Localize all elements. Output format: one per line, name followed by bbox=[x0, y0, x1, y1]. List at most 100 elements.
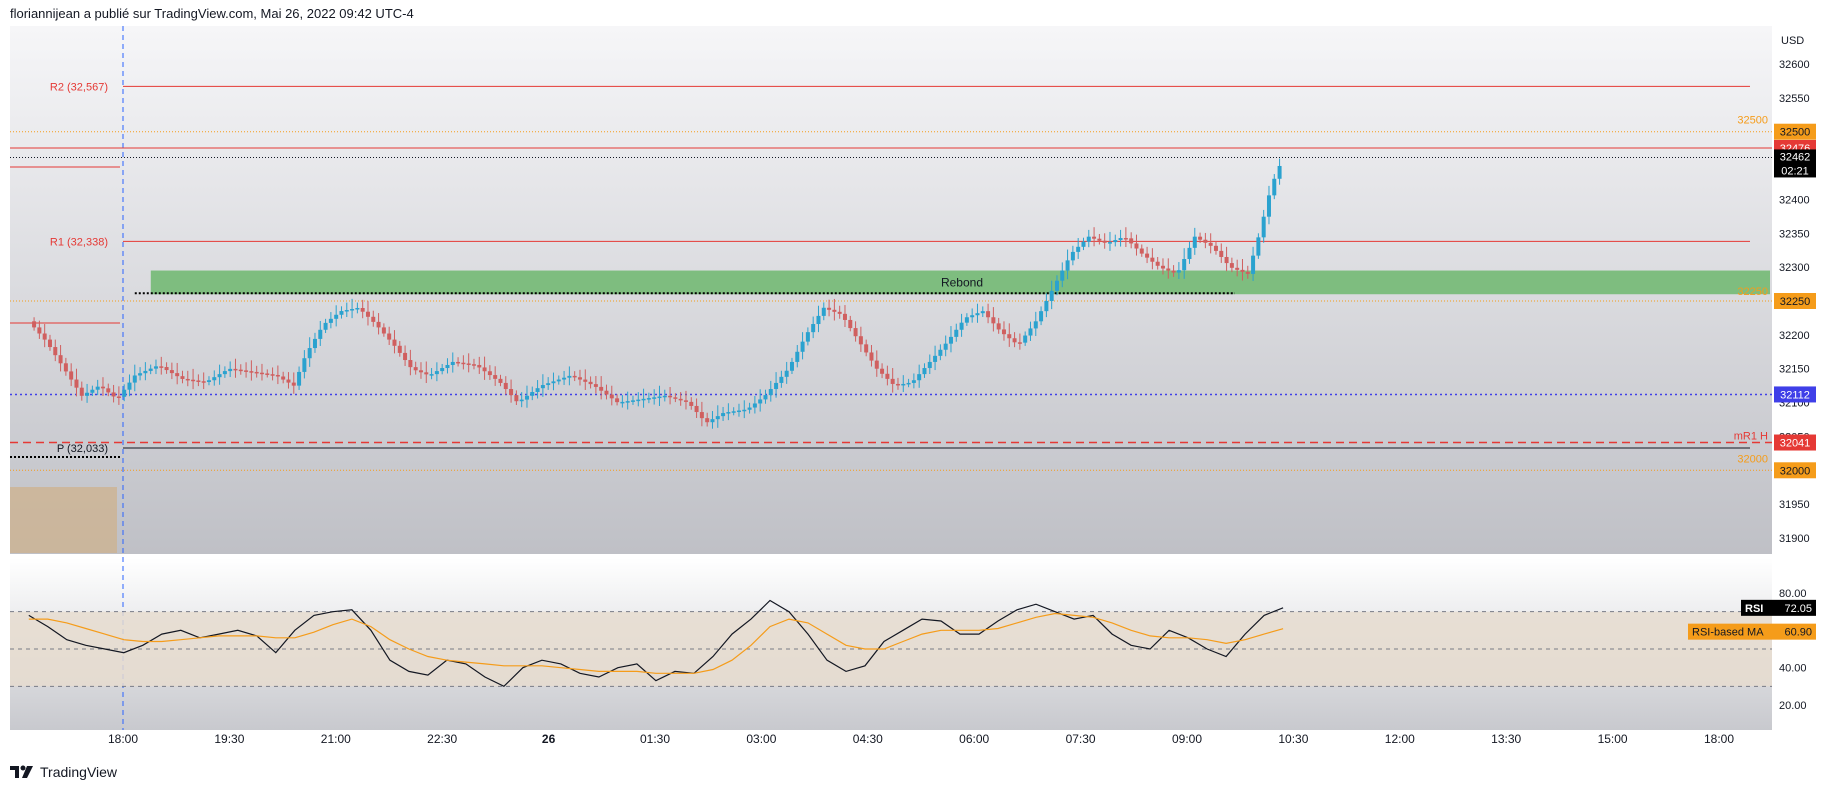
candle-body bbox=[334, 314, 339, 319]
candle-body bbox=[1001, 329, 1006, 335]
candle-body bbox=[228, 368, 233, 372]
candle-body bbox=[869, 352, 874, 361]
candle-body bbox=[779, 376, 784, 383]
candle-body bbox=[503, 382, 508, 390]
candle-body bbox=[318, 329, 323, 339]
price-axis-badge bbox=[1774, 123, 1816, 140]
candle-body bbox=[275, 374, 280, 377]
candle-body bbox=[1266, 195, 1271, 217]
candle-body bbox=[100, 386, 105, 389]
candle-body bbox=[1081, 241, 1086, 247]
candle-body bbox=[1224, 256, 1229, 264]
candle-body bbox=[1272, 178, 1277, 196]
candle-body bbox=[132, 375, 137, 383]
candle-body bbox=[736, 410, 741, 413]
candle-body bbox=[848, 319, 853, 329]
candle-body bbox=[1219, 250, 1224, 257]
price-axis-tick: 32300 bbox=[1779, 262, 1810, 274]
price-axis-tick: 32600 bbox=[1779, 59, 1810, 71]
time-axis-tick: 15:00 bbox=[1598, 732, 1628, 746]
candle-body bbox=[519, 399, 524, 402]
candle-body bbox=[641, 398, 646, 401]
candle-body bbox=[159, 366, 164, 368]
candle-body bbox=[986, 311, 991, 318]
candle-body bbox=[307, 348, 312, 359]
candle-body bbox=[646, 398, 651, 400]
candle-body bbox=[1160, 265, 1165, 269]
rebond-zone[interactable] bbox=[150, 270, 1770, 295]
candle-body bbox=[535, 388, 540, 392]
candle-body bbox=[217, 374, 222, 378]
time-axis-tick: 09:00 bbox=[1172, 732, 1202, 746]
candle-body bbox=[1044, 301, 1049, 312]
candle-body bbox=[1235, 267, 1240, 270]
candle-body bbox=[122, 389, 127, 397]
candle-body bbox=[567, 375, 572, 378]
candle-body bbox=[413, 367, 418, 371]
candle-body bbox=[1007, 334, 1012, 339]
candle-body bbox=[1129, 238, 1134, 244]
candle-body bbox=[774, 382, 779, 390]
candle-body bbox=[212, 377, 217, 381]
candle-body bbox=[577, 377, 582, 380]
candle-body bbox=[524, 395, 529, 400]
candle-body bbox=[238, 369, 243, 372]
candle-body bbox=[233, 368, 238, 371]
candle-body bbox=[434, 371, 439, 375]
candle-body bbox=[922, 368, 927, 375]
candle-body bbox=[328, 318, 333, 323]
time-axis-tick: 19:30 bbox=[214, 732, 244, 746]
candle-body bbox=[53, 347, 58, 356]
candle-body bbox=[249, 371, 254, 373]
candle-body bbox=[408, 360, 413, 368]
candle-body bbox=[360, 307, 365, 312]
tradingview-brand[interactable]: TradingView bbox=[10, 764, 117, 780]
candle-body bbox=[63, 363, 68, 372]
candle-body bbox=[79, 387, 84, 396]
candle-body bbox=[895, 383, 900, 386]
candle-body bbox=[630, 400, 635, 402]
candle-body bbox=[721, 413, 726, 417]
time-axis-tick: 21:00 bbox=[321, 732, 351, 746]
candle-body bbox=[715, 416, 720, 420]
candle-body bbox=[191, 379, 196, 382]
candle-body bbox=[551, 381, 556, 384]
candle-body bbox=[1277, 165, 1282, 179]
candle-body bbox=[752, 403, 757, 408]
time-axis-tick: 10:30 bbox=[1278, 732, 1308, 746]
candle-body bbox=[244, 370, 249, 372]
candle-body bbox=[588, 381, 593, 385]
candle-body bbox=[885, 373, 890, 379]
candle-body bbox=[85, 392, 90, 396]
price-axis-tick: 32200 bbox=[1779, 330, 1810, 342]
candle-body bbox=[880, 368, 885, 374]
price-axis-badge bbox=[1774, 293, 1816, 309]
candle-body bbox=[95, 386, 100, 390]
candle-body bbox=[816, 315, 821, 325]
candle-body bbox=[710, 419, 715, 423]
candle-body bbox=[403, 352, 408, 361]
rsi-line bbox=[28, 599, 1284, 688]
candle-body bbox=[615, 398, 620, 403]
candle-body bbox=[625, 401, 630, 403]
candle-body bbox=[1118, 238, 1123, 241]
candle-body bbox=[694, 405, 699, 413]
candle-body bbox=[493, 375, 498, 379]
candle-body bbox=[90, 389, 95, 393]
candle-body bbox=[1245, 271, 1250, 274]
candle-body bbox=[111, 392, 116, 397]
candle-body bbox=[980, 311, 985, 314]
candle-body bbox=[1150, 257, 1155, 262]
candle-body bbox=[392, 339, 397, 346]
candle-body bbox=[768, 389, 773, 396]
candle-body bbox=[281, 376, 286, 380]
candle-body bbox=[106, 388, 111, 393]
candle-body bbox=[853, 328, 858, 337]
candle-body bbox=[297, 371, 302, 386]
candle-body bbox=[1065, 260, 1070, 271]
candle-body bbox=[291, 382, 296, 386]
candle-body bbox=[424, 372, 429, 375]
candle-body bbox=[689, 401, 694, 406]
candle-body bbox=[148, 368, 153, 371]
